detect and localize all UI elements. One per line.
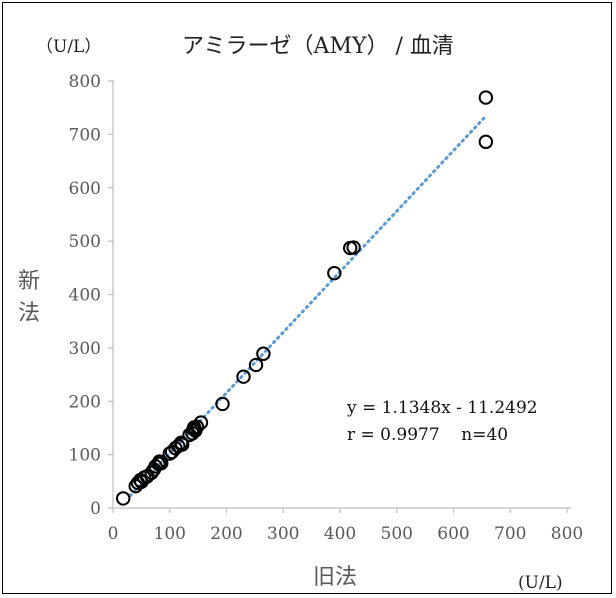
- y-tick-label: 200: [69, 392, 101, 412]
- data-point: [248, 357, 264, 373]
- x-tick-label: 0: [108, 524, 119, 544]
- data-point: [236, 369, 251, 384]
- y-unit-label: （U/L）: [36, 37, 101, 57]
- data-point: [175, 437, 190, 452]
- chart-title: アミラーゼ（AMY） / 血清: [182, 34, 454, 59]
- x-tick-label: 700: [494, 524, 526, 544]
- data-point: [256, 346, 271, 361]
- data-point: [478, 134, 494, 150]
- data-point: [193, 415, 209, 430]
- y-tick-label: 800: [69, 72, 101, 92]
- regression-stats: r = 0.9977 n=40: [347, 425, 508, 445]
- y-tick-label: 400: [69, 286, 101, 306]
- data-point: [189, 419, 205, 435]
- x-tick-label: 200: [210, 524, 242, 544]
- y-axis-label-line2: 法: [18, 301, 40, 326]
- y-tick-label: 300: [69, 339, 101, 359]
- x-tick-label: 100: [154, 524, 186, 544]
- x-tick-label: 600: [437, 524, 469, 544]
- x-axis-ticks: 0 100 200 300 400 500 600 700 800: [108, 508, 583, 544]
- data-point: [154, 455, 169, 471]
- x-tick-label: 800: [551, 524, 583, 544]
- y-tick-label: 600: [69, 179, 101, 199]
- y-tick-label: 500: [69, 232, 101, 252]
- y-axis-label-line1: 新: [18, 269, 40, 294]
- y-tick-label: 700: [69, 125, 101, 145]
- x-tick-label: 400: [324, 524, 356, 544]
- data-point: [478, 90, 494, 105]
- data-point: [215, 396, 230, 412]
- x-tick-label: 500: [381, 524, 413, 544]
- data-point: [327, 265, 342, 281]
- data-point: [346, 240, 361, 255]
- y-tick-label: 0: [90, 499, 101, 519]
- data-points: [116, 90, 494, 506]
- x-tick-label: 300: [267, 524, 299, 544]
- y-axis-ticks: 0 100 200 300 400 500 600 700 800: [69, 72, 113, 519]
- y-tick-label: 100: [69, 446, 101, 466]
- data-point: [116, 491, 131, 506]
- x-unit-label: (U/L): [518, 573, 563, 593]
- regression-equation: y = 1.1348x - 11.2492: [346, 398, 538, 418]
- data-point: [152, 454, 167, 469]
- x-axis-label: 旧法: [313, 565, 357, 590]
